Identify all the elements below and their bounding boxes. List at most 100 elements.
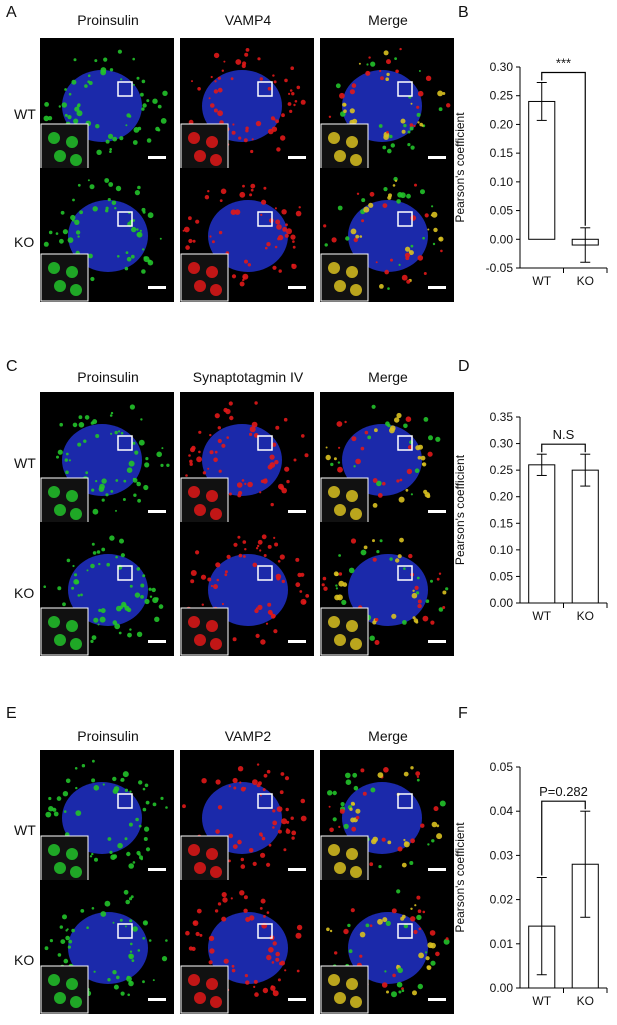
puncta-dot: [332, 817, 337, 822]
puncta-dot: [185, 930, 190, 936]
significance-bracket: [541, 800, 586, 876]
puncta-dot: [188, 454, 191, 457]
puncta-dot: [378, 124, 383, 128]
puncta-dot: [399, 478, 403, 482]
puncta-dot: [280, 960, 285, 966]
puncta-dot: [275, 219, 281, 225]
puncta-dot: [64, 458, 68, 462]
micrograph-r3-c0: [40, 522, 174, 656]
puncta-dot: [232, 637, 237, 642]
puncta-dot: [229, 415, 234, 421]
puncta-dot: [129, 404, 135, 410]
puncta-dot: [157, 104, 162, 109]
puncta-dot: [78, 422, 85, 428]
puncta-dot: [115, 555, 118, 559]
puncta-dot: [141, 79, 146, 84]
puncta-dot: [259, 907, 263, 910]
puncta-dot: [292, 240, 295, 243]
puncta-dot: [242, 184, 245, 188]
puncta-dot: [146, 99, 150, 103]
puncta-dot: [355, 458, 361, 465]
puncta-dot: [59, 238, 64, 244]
inset-blob: [66, 136, 78, 148]
puncta-dot: [223, 407, 228, 413]
puncta-dot: [129, 584, 133, 588]
puncta-dot: [438, 572, 442, 575]
puncta-dot: [132, 441, 136, 445]
panel-label-a: A: [6, 4, 17, 21]
puncta-dot: [324, 243, 328, 247]
puncta-dot: [201, 778, 207, 784]
puncta-dot: [442, 590, 447, 595]
puncta-dot: [412, 589, 415, 592]
puncta-dot: [326, 927, 330, 932]
puncta-dot: [240, 864, 246, 869]
puncta-dot: [410, 102, 413, 105]
x-tick-label: KO: [577, 994, 594, 1008]
puncta-dot: [145, 800, 150, 805]
y-tick-label: 0.30: [490, 60, 514, 74]
puncta-dot: [282, 227, 287, 232]
puncta-dot: [286, 820, 290, 824]
inset-blob: [334, 862, 346, 874]
puncta-dot: [128, 863, 134, 869]
puncta-dot: [53, 811, 59, 817]
roi-square: [397, 81, 413, 97]
y-tick-label: 0.05: [490, 760, 514, 774]
puncta-dot: [330, 462, 334, 467]
puncta-dot: [421, 124, 424, 127]
puncta-dot: [86, 926, 89, 929]
puncta-dot: [97, 623, 100, 626]
puncta-dot: [383, 50, 389, 56]
inset-blob: [210, 508, 222, 520]
puncta-dot: [144, 598, 150, 605]
puncta-dot: [389, 557, 393, 561]
puncta-dot: [377, 772, 384, 778]
micrograph-image: [40, 178, 166, 302]
puncta-dot: [125, 124, 128, 127]
puncta-dot: [249, 426, 256, 433]
puncta-dot: [270, 614, 276, 619]
puncta-dot: [259, 794, 262, 797]
puncta-dot: [409, 126, 414, 131]
puncta-dot: [263, 186, 267, 190]
significance-bracket: [541, 443, 586, 453]
puncta-dot: [384, 970, 387, 973]
zoom-inset: [180, 253, 229, 302]
puncta-dot: [270, 502, 274, 507]
puncta-dot: [120, 78, 123, 81]
inset-blob: [194, 862, 206, 874]
puncta-dot: [387, 287, 390, 290]
y-tick-label: -0.05: [486, 261, 514, 275]
y-tick-label: 0.30: [490, 437, 514, 451]
puncta-dot: [285, 223, 288, 227]
puncta-dot: [422, 615, 429, 622]
puncta-dot: [147, 212, 154, 219]
puncta-dot: [376, 550, 380, 554]
puncta-dot: [137, 498, 141, 503]
inset-blob: [210, 638, 222, 650]
puncta-dot: [353, 785, 359, 791]
puncta-dot: [333, 457, 337, 461]
inset-blob: [334, 280, 346, 292]
puncta-dot: [233, 786, 237, 790]
puncta-dot: [410, 215, 417, 221]
micrograph-image: [320, 404, 446, 526]
puncta-dot: [388, 193, 392, 198]
inset-blob: [350, 284, 362, 296]
puncta-dot: [361, 198, 366, 203]
roi-square: [397, 435, 413, 451]
puncta-dot: [62, 229, 68, 235]
puncta-dot: [242, 273, 249, 280]
puncta-dot: [417, 455, 422, 460]
inset-blob: [206, 266, 218, 278]
puncta-dot: [195, 219, 200, 224]
puncta-dot: [75, 786, 78, 790]
puncta-dot: [398, 496, 405, 503]
row-label-e-wt: WT: [14, 822, 36, 838]
puncta-dot: [243, 908, 248, 913]
puncta-dot: [107, 133, 114, 139]
puncta-dot: [423, 417, 429, 422]
puncta-dot: [370, 61, 376, 67]
puncta-dot: [239, 781, 242, 784]
